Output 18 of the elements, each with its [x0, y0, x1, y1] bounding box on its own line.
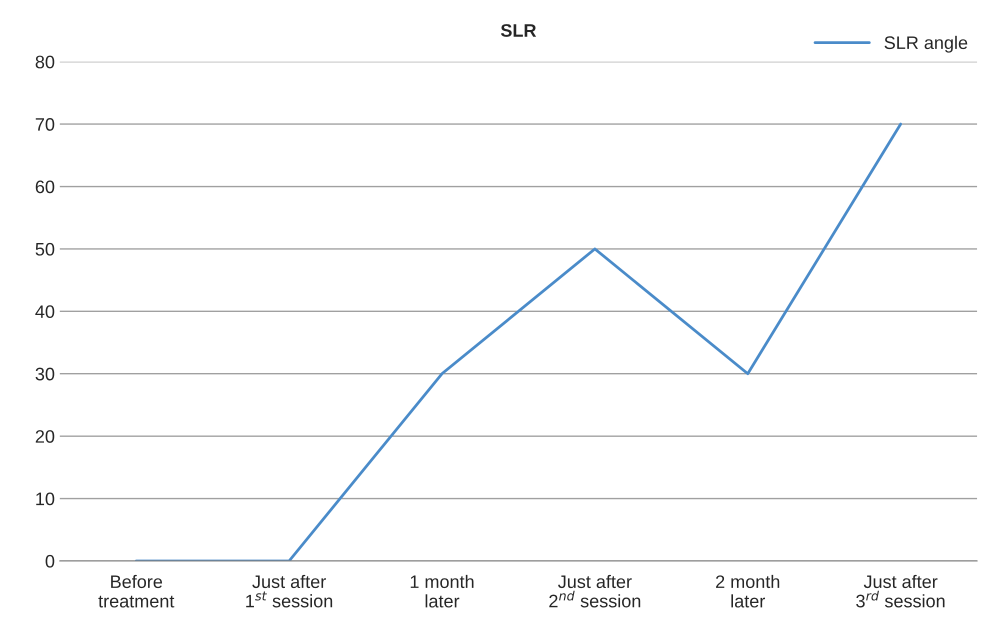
x-tick-label: Just after 1$^{st}$ session [246, 574, 332, 608]
chart-title: SLR [500, 24, 536, 37]
x-tick-label: 1 month later [410, 574, 474, 608]
y-tick-label: 60 [36, 180, 54, 194]
x-tick-label: Just after 2$^{nd}$ session [549, 574, 640, 608]
y-tick-label: 70 [36, 118, 54, 131]
y-tick-label: 40 [35, 305, 54, 318]
y-tick-label: 30 [36, 368, 54, 380]
y-tick-label: 80 [36, 56, 54, 68]
x-tick-label: Before treatment [98, 574, 174, 608]
legend-label: SLR angle [884, 36, 968, 53]
y-tick-label: 20 [36, 430, 54, 443]
y-tick-label: 0 [46, 554, 54, 568]
line-series [134, 122, 902, 561]
x-tick-label: 2 month later [716, 574, 780, 608]
x-tick-label: Just after 3$^{rd}$ session [856, 574, 944, 608]
y-tick-label: 10 [36, 492, 54, 506]
y-tick-label: 50 [36, 242, 54, 256]
